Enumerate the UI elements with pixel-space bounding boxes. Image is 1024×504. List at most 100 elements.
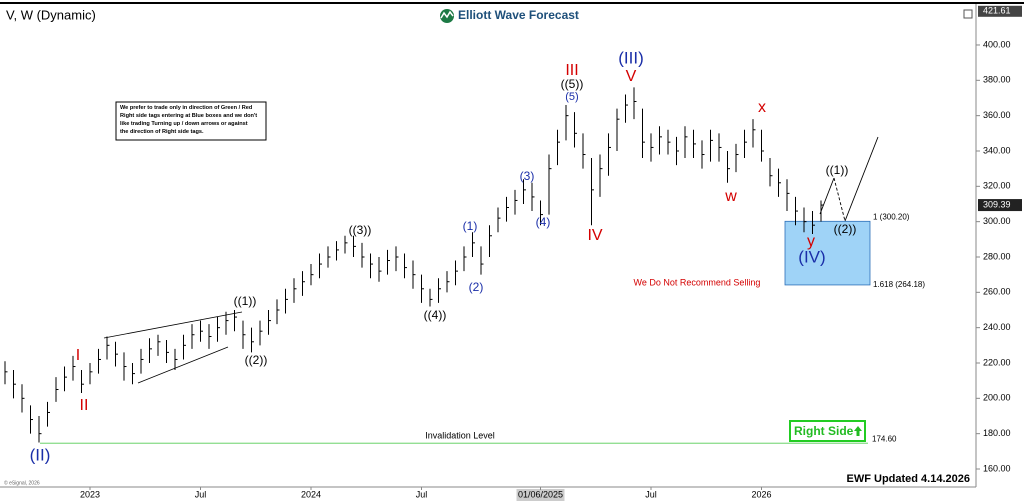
note-line: Right side tags entering at Blue boxes a…: [120, 113, 257, 119]
price-bar: [293, 278, 297, 303]
y-tick-label: 400.00: [983, 39, 1011, 49]
wedge-line: [103, 311, 243, 339]
price-bar: [514, 189, 518, 215]
price-bar: [667, 129, 671, 155]
price-bar: [302, 271, 305, 296]
price-bar: [72, 355, 76, 381]
price-bar: [225, 311, 229, 335]
price-bar: [633, 87, 637, 120]
wave-label: ((1)): [234, 294, 257, 308]
right-side-tag: Right Side: [789, 420, 866, 442]
y-tick-label: 360.00: [983, 110, 1011, 120]
wave-label: ((1)): [826, 163, 849, 177]
price-bar: [47, 401, 50, 427]
price-bar: [310, 264, 314, 286]
y-tick-label: 380.00: [983, 75, 1011, 85]
price-tag-label: 421.61: [983, 6, 1011, 16]
price-bar: [208, 324, 212, 349]
projection-line: [833, 177, 846, 222]
price-bar: [251, 327, 254, 353]
price-bar: [140, 348, 144, 374]
wave-label: ((4)): [424, 308, 447, 322]
price-bar: [404, 253, 407, 279]
price-bar: [183, 334, 186, 360]
price-bar: [64, 366, 67, 392]
logo-wave: [440, 10, 454, 19]
wave-label: IV: [587, 227, 602, 244]
projection-line: [844, 136, 879, 222]
price-bar: [234, 309, 237, 332]
wave-label: I: [76, 347, 80, 364]
price-bar: [472, 232, 475, 257]
invalidation-text: Invalidation Level: [425, 431, 495, 441]
price-tag: [978, 199, 1022, 212]
price-bar: [701, 140, 705, 169]
projection-line: [819, 177, 835, 215]
x-tick-label: Jul: [416, 489, 428, 499]
tag-arrow: [854, 426, 862, 436]
price-bar: [608, 133, 611, 176]
price-bar: [412, 260, 416, 289]
price-bar: [174, 348, 178, 371]
x-tick-label: 01/06/2025: [518, 489, 563, 499]
wave-label: (III): [618, 48, 644, 67]
y-tick-label: 180.00: [983, 428, 1011, 438]
price-bar: [565, 105, 569, 141]
price-bar: [531, 182, 535, 212]
price-bar: [98, 348, 101, 374]
price-bar: [285, 288, 288, 314]
price-bar: [13, 370, 16, 399]
x-tick-label: 2026: [751, 489, 771, 499]
price-bar: [4, 361, 8, 385]
price-bar: [200, 320, 203, 342]
price-bar: [744, 129, 747, 159]
price-bar: [421, 274, 424, 303]
price-bar: [242, 320, 246, 349]
price-bar: [718, 133, 722, 162]
price-bar: [353, 235, 356, 257]
price-bar: [268, 309, 271, 335]
settings-icon[interactable]: [963, 9, 973, 19]
price-bar: [574, 112, 577, 148]
price-bar: [446, 271, 450, 293]
price-bar: [803, 207, 807, 233]
price-tag-label: 309.39: [983, 199, 1011, 209]
wave-label: w: [724, 188, 737, 205]
price-bar: [625, 94, 628, 123]
wave-label: ((2)): [245, 353, 268, 367]
wave-label: y: [807, 233, 815, 250]
price-bar: [327, 246, 331, 268]
price-bar: [489, 225, 492, 257]
wave-label: (II): [30, 445, 51, 464]
price-bar: [735, 143, 739, 173]
y-tick-label: 340.00: [983, 145, 1011, 155]
x-label-highlight: [516, 489, 565, 501]
logo: Elliott Wave Forecast: [440, 8, 579, 23]
price-bar: [591, 158, 594, 226]
y-tick-label: 220.00: [983, 357, 1011, 367]
logo-text: Elliott Wave Forecast: [458, 8, 579, 22]
price-bar: [429, 288, 433, 307]
wave-label: (3): [520, 169, 535, 183]
x-tick-label: Jul: [645, 489, 657, 499]
price-tag: [978, 5, 1022, 17]
y-tick-label: 240.00: [983, 322, 1011, 332]
copyright: © eSignal, 2026: [4, 479, 40, 486]
price-bar: [506, 196, 509, 222]
wave-label: ((3)): [349, 223, 372, 237]
price-bar: [778, 168, 781, 197]
price-bar: [217, 317, 220, 342]
price-bar: [123, 352, 127, 381]
price-bar: [55, 377, 59, 402]
price-bar: [276, 299, 280, 325]
price-bar: [259, 320, 263, 346]
price-bar: [455, 260, 458, 286]
wave-label: (1): [463, 219, 478, 233]
price-bar: [650, 133, 654, 162]
y-tick-label: 300.00: [983, 216, 1011, 226]
wave-label: (5): [565, 91, 578, 103]
price-bar: [319, 253, 322, 279]
price-bar: [557, 129, 560, 166]
tag-frame: [789, 420, 866, 442]
